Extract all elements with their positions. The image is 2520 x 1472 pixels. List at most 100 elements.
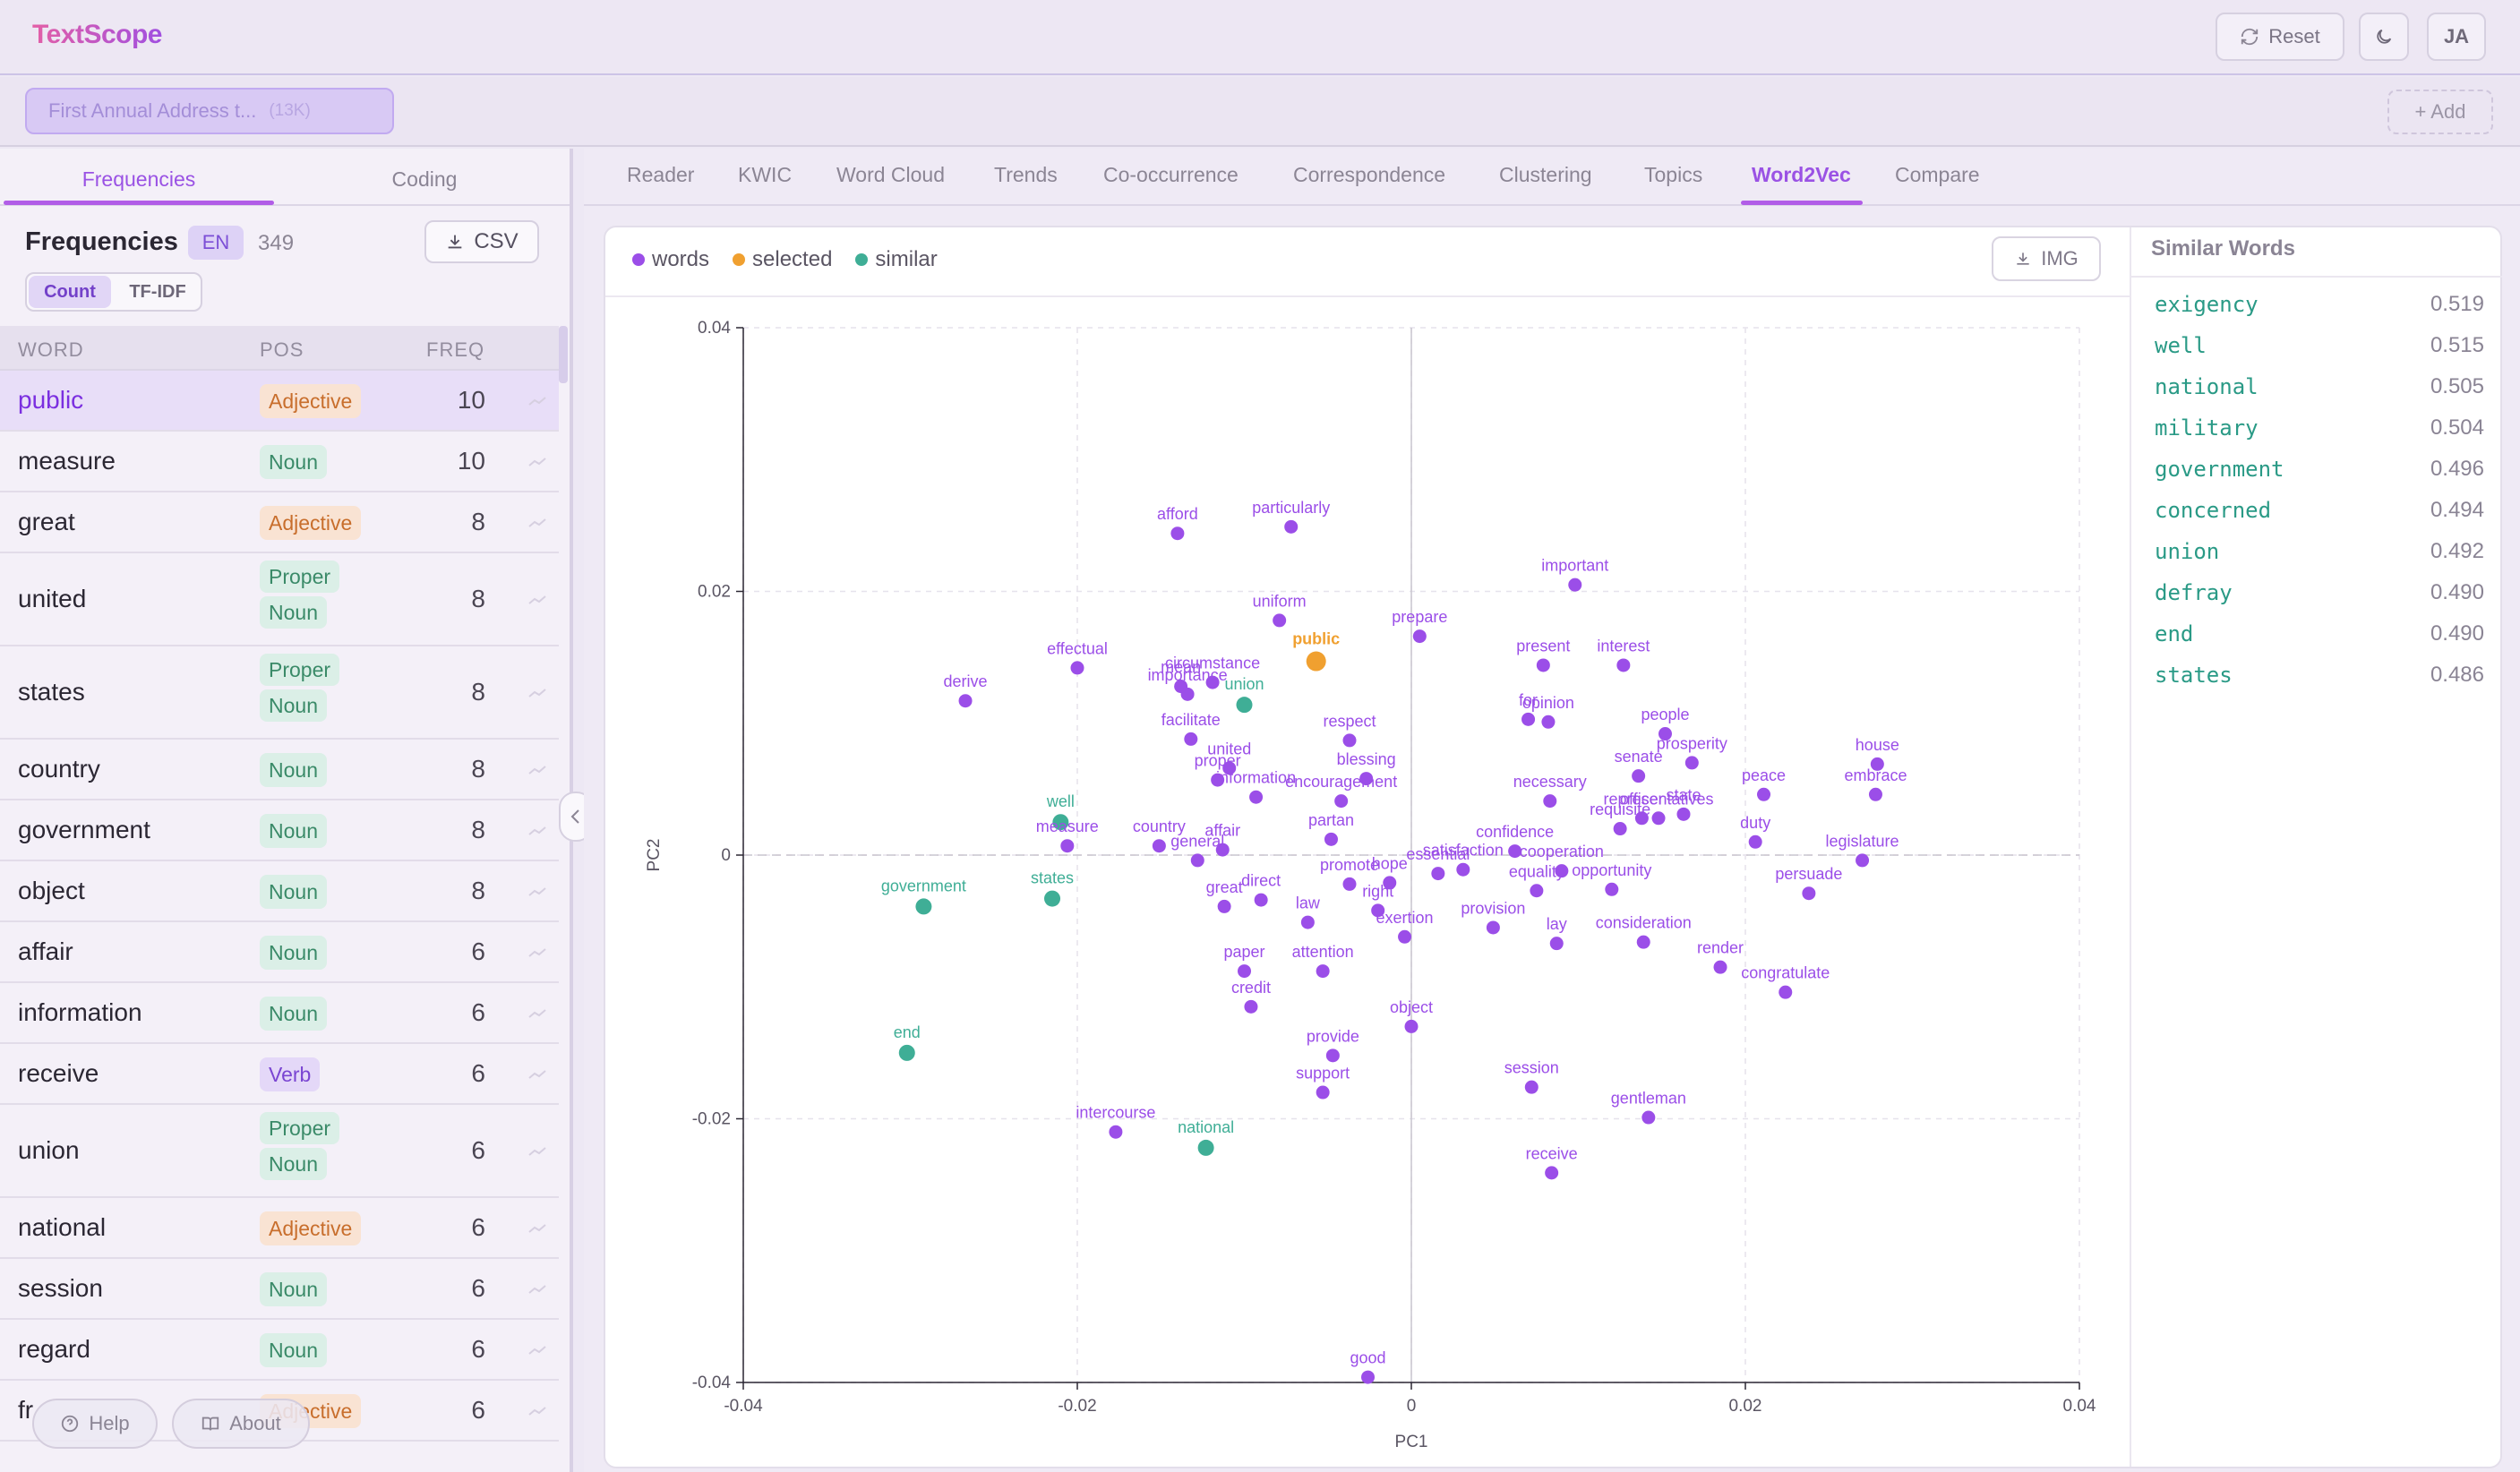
point-equality[interactable] [1530, 884, 1544, 898]
point-great[interactable] [1217, 899, 1231, 913]
point-well[interactable] [1052, 814, 1069, 831]
point-respect[interactable] [1342, 733, 1357, 748]
point-law[interactable] [1300, 915, 1315, 929]
similar-word-item[interactable]: defray 0.490 [2131, 575, 2502, 614]
point-blessing[interactable] [1359, 772, 1374, 786]
tab-topics[interactable]: Topics [1644, 163, 1703, 186]
trend-sparkline-icon[interactable] [528, 518, 546, 528]
table-row[interactable]: affair Noun 6 [0, 922, 559, 983]
point-provide[interactable] [1325, 1048, 1340, 1063]
point-object[interactable] [1404, 1019, 1419, 1033]
point-present[interactable] [1536, 658, 1550, 672]
point-government[interactable] [915, 898, 932, 915]
point-right[interactable] [1371, 903, 1385, 918]
tfidf-mode-button[interactable]: TF-IDF [129, 281, 186, 302]
tab-compare[interactable]: Compare [1895, 163, 1980, 186]
trend-sparkline-icon[interactable] [528, 396, 546, 407]
point-lay[interactable] [1549, 937, 1564, 951]
point-render[interactable] [1713, 960, 1727, 974]
table-row[interactable]: measure Noun 10 [0, 432, 559, 492]
point-uniform[interactable] [1273, 613, 1287, 628]
similar-word-item[interactable]: military 0.504 [2131, 410, 2502, 449]
point-good[interactable] [1361, 1370, 1376, 1384]
scrollbar-thumb[interactable] [559, 326, 568, 383]
trend-sparkline-icon[interactable] [528, 1345, 546, 1356]
point-for[interactable] [1521, 712, 1536, 726]
point-derive[interactable] [958, 694, 973, 708]
point-cooperation[interactable] [1555, 864, 1569, 878]
point-credit[interactable] [1244, 999, 1258, 1014]
table-row[interactable]: session Noun 6 [0, 1259, 559, 1320]
point-intercourse[interactable] [1109, 1125, 1123, 1139]
point-prosperity[interactable] [1684, 756, 1699, 770]
point-legislature[interactable] [1856, 853, 1870, 868]
tab-kwic[interactable]: KWIC [738, 163, 793, 186]
point-confidence[interactable] [1508, 844, 1522, 859]
point-general[interactable] [1190, 853, 1204, 868]
point-national[interactable] [1197, 1139, 1214, 1156]
point-officer[interactable] [1634, 811, 1649, 826]
point-direct[interactable] [1254, 893, 1268, 907]
tab-reader[interactable]: Reader [627, 163, 695, 186]
user-avatar-button[interactable]: JA [2427, 13, 2486, 61]
table-row[interactable]: object Noun 8 [0, 861, 559, 922]
point-representatives[interactable] [1651, 811, 1666, 826]
point-union[interactable] [1236, 697, 1253, 714]
point-end[interactable] [898, 1044, 915, 1061]
point-public[interactable] [1306, 651, 1326, 672]
about-button[interactable]: About [172, 1399, 310, 1449]
point-importance[interactable] [1180, 687, 1195, 701]
trend-sparkline-icon[interactable] [528, 947, 546, 958]
tab-clustering[interactable]: Clustering [1499, 163, 1592, 186]
trend-sparkline-icon[interactable] [528, 765, 546, 775]
point-opportunity[interactable] [1605, 882, 1619, 896]
point-embrace[interactable] [1868, 787, 1882, 801]
point-circumstance[interactable] [1205, 675, 1220, 689]
trend-sparkline-icon[interactable] [528, 1284, 546, 1295]
point-promote[interactable] [1342, 877, 1357, 891]
point-interest[interactable] [1616, 658, 1631, 672]
column-freq[interactable]: FREQ [426, 338, 485, 361]
tab-word-cloud[interactable]: Word Cloud [836, 163, 946, 186]
trend-sparkline-icon[interactable] [528, 1406, 546, 1416]
point-gentleman[interactable] [1641, 1110, 1656, 1125]
point-afford[interactable] [1170, 526, 1185, 541]
point-facilitate[interactable] [1184, 732, 1198, 746]
similar-word-item[interactable]: union 0.492 [2131, 534, 2502, 573]
point-information[interactable] [1249, 790, 1264, 804]
point-attention[interactable] [1316, 964, 1330, 979]
table-row[interactable]: government Noun 8 [0, 800, 559, 861]
tab-co-occurrence[interactable]: Co-occurrence [1103, 163, 1239, 186]
point-united[interactable] [1222, 761, 1237, 775]
trend-sparkline-icon[interactable] [528, 1223, 546, 1234]
trend-sparkline-icon[interactable] [528, 688, 546, 698]
point-essential[interactable] [1431, 867, 1445, 881]
theme-toggle-button[interactable] [2359, 13, 2409, 61]
help-button[interactable]: Help [32, 1399, 158, 1449]
app-logo[interactable]: TextScope [32, 20, 163, 49]
tab-frequencies[interactable]: Frequencies [81, 167, 196, 191]
point-people[interactable] [1658, 727, 1672, 741]
table-row[interactable]: country Noun 8 [0, 740, 559, 800]
point-satisfaction[interactable] [1456, 862, 1470, 877]
point-house[interactable] [1870, 757, 1884, 771]
table-row[interactable]: national Adjective 6 [0, 1198, 559, 1259]
point-duty[interactable] [1748, 834, 1762, 849]
point-states[interactable] [1044, 890, 1061, 907]
point-senate[interactable] [1632, 769, 1646, 783]
trend-sparkline-icon[interactable] [528, 826, 546, 836]
reset-button[interactable]: Reset [2216, 13, 2344, 61]
point-measure[interactable] [1060, 839, 1075, 853]
trend-sparkline-icon[interactable] [528, 1146, 546, 1157]
point-partan[interactable] [1324, 832, 1338, 846]
point-opinion[interactable] [1541, 715, 1556, 729]
table-row[interactable]: regard Noun 6 [0, 1320, 559, 1381]
table-row[interactable]: great Adjective 8 [0, 492, 559, 553]
similar-word-item[interactable]: concerned 0.494 [2131, 492, 2502, 532]
table-row[interactable]: states Proper Noun 8 [0, 646, 559, 740]
point-provision[interactable] [1486, 920, 1500, 935]
export-image-button[interactable]: IMG [1992, 236, 2101, 281]
point-persuade[interactable] [1802, 886, 1816, 901]
export-csv-button[interactable]: CSV [424, 220, 539, 263]
point-exertion[interactable] [1398, 929, 1412, 944]
